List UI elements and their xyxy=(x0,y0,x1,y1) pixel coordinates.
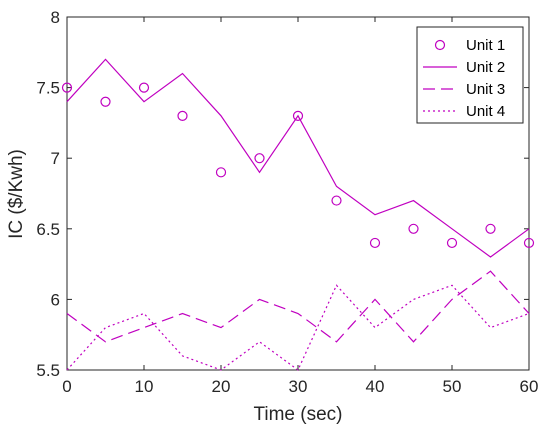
legend-item: Unit 3 xyxy=(423,81,505,98)
legend-label: Unit 1 xyxy=(466,37,505,54)
data-point xyxy=(408,223,419,234)
x-tick-label: 40 xyxy=(366,377,385,396)
y-tick-label: 6 xyxy=(51,290,60,309)
y-tick-label: 6.5 xyxy=(36,220,60,239)
data-point xyxy=(254,153,265,164)
legend-box xyxy=(416,26,524,124)
data-point xyxy=(100,96,111,107)
x-tick-label: 0 xyxy=(62,377,71,396)
x-tick-label: 50 xyxy=(443,377,462,396)
y-tick-label: 7.5 xyxy=(36,79,60,98)
x-tick-label: 10 xyxy=(135,377,154,396)
legend: Unit 1 Unit 2 Unit 3 Unit 4 xyxy=(416,26,524,124)
data-point xyxy=(61,82,73,93)
data-point xyxy=(485,223,496,234)
series-unit-4 xyxy=(66,284,530,371)
series-unit-2 xyxy=(66,58,530,258)
x-tick-label: 60 xyxy=(520,377,539,396)
legend-item: Unit 1 xyxy=(434,37,505,54)
data-point xyxy=(523,237,535,249)
legend-label: Unit 3 xyxy=(466,81,505,98)
series-line xyxy=(66,270,530,343)
series-line xyxy=(66,58,530,258)
y-tick-label: 8 xyxy=(51,8,60,27)
series-unit-1 xyxy=(61,82,535,249)
series-line xyxy=(66,284,530,371)
x-axis-title: Time (sec) xyxy=(253,404,342,425)
y-tick-label: 7 xyxy=(51,149,60,168)
legend-label: Unit 2 xyxy=(466,59,505,76)
x-tick-label: 30 xyxy=(289,377,308,396)
y-axis-title: IC ($/Kwh) xyxy=(6,149,27,239)
legend-label: Unit 4 xyxy=(466,103,505,120)
y-tick-label: 5.5 xyxy=(36,361,60,380)
data-point xyxy=(292,110,304,121)
legend-item: Unit 2 xyxy=(423,59,505,76)
data-point xyxy=(446,237,458,249)
data-point xyxy=(331,195,342,206)
series-layer xyxy=(61,58,535,371)
x-axis: 0 10 20 30 40 50 60 xyxy=(62,17,538,396)
data-point xyxy=(369,237,381,249)
data-point xyxy=(177,110,188,121)
legend-item: Unit 4 xyxy=(423,103,505,120)
series-unit-3 xyxy=(66,270,530,343)
y-axis: 5.5 6 6.5 7 7.5 8 xyxy=(36,8,529,380)
legend-marker xyxy=(434,39,446,51)
x-tick-label: 20 xyxy=(212,377,231,396)
data-point xyxy=(215,167,227,178)
data-point xyxy=(138,82,150,93)
